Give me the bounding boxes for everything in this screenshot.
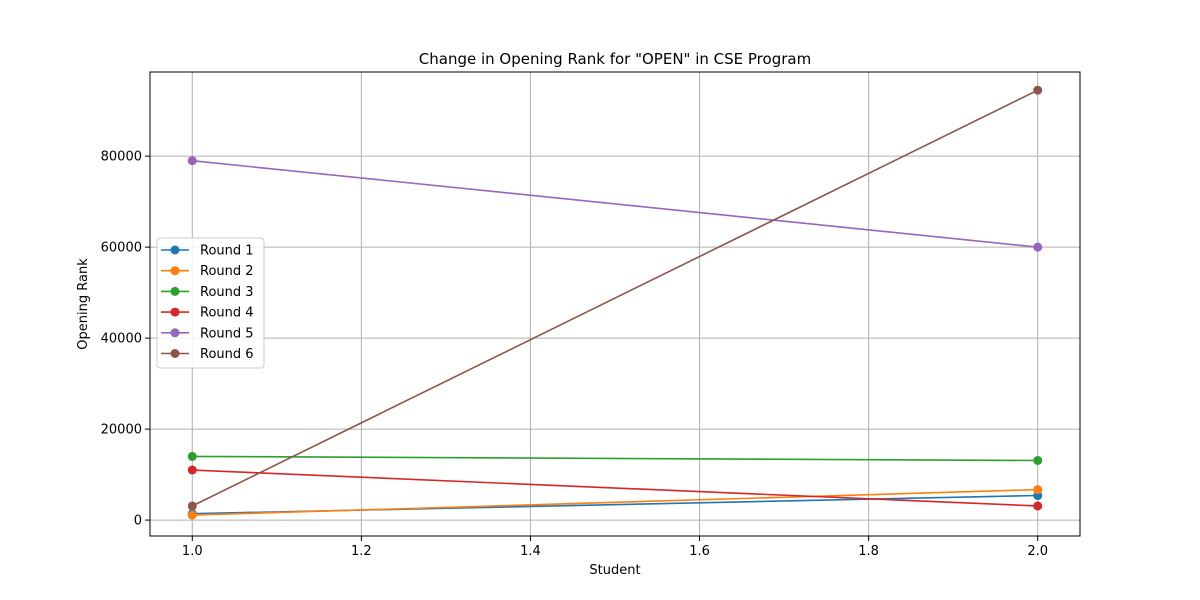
legend-label: Round 4 xyxy=(200,306,254,321)
x-axis-ticks: 1.0 1.2 1.4 1.6 1.8 2.0 xyxy=(182,536,1048,559)
x-tick-label: 1.2 xyxy=(351,544,372,559)
legend-label: Round 2 xyxy=(200,264,254,279)
series-line xyxy=(192,455,1038,462)
legend-marker xyxy=(170,328,180,338)
data-point xyxy=(187,465,197,475)
y-tick-label: 80000 xyxy=(101,150,142,165)
x-tick-label: 2.0 xyxy=(1027,544,1048,559)
series-line xyxy=(192,469,1038,507)
data-point xyxy=(1033,242,1043,252)
x-tick-label: 1.6 xyxy=(689,544,710,559)
series-2 xyxy=(187,485,1043,520)
legend-label: Round 3 xyxy=(200,285,254,300)
x-tick-label: 1.8 xyxy=(858,544,879,559)
legend: Round 1 Round 2 Round 3 Round 4 Round 5 Round… xyxy=(156,237,265,369)
data-point xyxy=(1033,455,1043,465)
y-axis-label: Opening Rank xyxy=(76,258,91,350)
series-line xyxy=(192,488,1038,516)
x-tick-label: 1.0 xyxy=(182,544,203,559)
series-4 xyxy=(187,465,1043,511)
legend-item-2: Round 2 xyxy=(161,264,254,279)
grid-lines xyxy=(150,72,1080,536)
data-point xyxy=(187,156,197,166)
y-tick-label: 0 xyxy=(134,514,142,529)
legend-marker xyxy=(170,266,180,276)
legend-item-4: Round 4 xyxy=(161,306,254,321)
legend-marker xyxy=(170,286,180,296)
legend-label: Round 5 xyxy=(200,326,254,341)
legend-item-6: Round 6 xyxy=(161,347,254,362)
data-point xyxy=(1033,501,1043,511)
y-axis-ticks: 0 20000 40000 60000 80000 xyxy=(101,150,150,529)
series-1 xyxy=(187,491,1043,519)
series-lines xyxy=(187,85,1043,520)
data-point xyxy=(187,501,197,511)
legend-item-3: Round 3 xyxy=(161,285,254,300)
series-line xyxy=(192,159,1038,248)
data-point xyxy=(1033,85,1043,95)
chart-title: Change in Opening Rank for "OPEN" in CSE… xyxy=(419,50,811,68)
y-tick-label: 20000 xyxy=(101,423,142,438)
legend-item-5: Round 5 xyxy=(161,326,254,341)
legend-marker xyxy=(170,245,180,255)
series-line xyxy=(191,89,1039,507)
series-3 xyxy=(187,451,1043,465)
plot-frame xyxy=(149,71,1081,537)
y-tick-label: 60000 xyxy=(101,241,142,256)
x-tick-label: 1.4 xyxy=(520,544,541,559)
y-tick-label: 40000 xyxy=(101,332,142,347)
legend-label: Round 6 xyxy=(200,347,254,362)
legend-item-1: Round 1 xyxy=(161,244,254,259)
legend-marker xyxy=(170,349,180,358)
data-point xyxy=(187,451,197,461)
legend-label: Round 1 xyxy=(200,244,254,259)
legend-marker xyxy=(170,307,180,317)
data-point xyxy=(187,510,197,520)
series-6 xyxy=(187,85,1043,511)
data-point xyxy=(1033,485,1043,495)
series-5 xyxy=(187,156,1043,252)
x-axis-label: Student xyxy=(589,563,640,578)
